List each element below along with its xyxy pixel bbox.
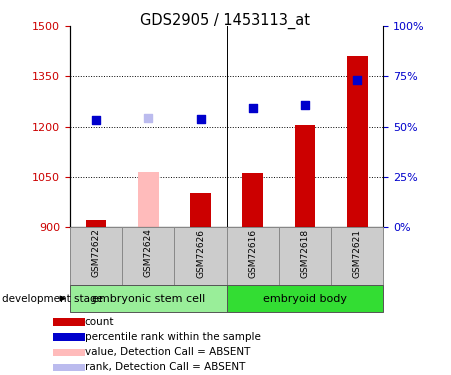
- Text: development stage: development stage: [2, 294, 103, 303]
- Bar: [190, 194, 211, 227]
- Text: GSM72622: GSM72622: [92, 229, 101, 278]
- Text: rank, Detection Call = ABSENT: rank, Detection Call = ABSENT: [85, 362, 245, 372]
- Bar: [53, 333, 85, 341]
- Point: [301, 102, 308, 108]
- Bar: [226, 285, 383, 312]
- Text: GSM72618: GSM72618: [300, 229, 309, 278]
- Bar: [86, 220, 106, 227]
- Bar: [53, 348, 85, 356]
- Text: GSM72621: GSM72621: [353, 229, 362, 278]
- Text: GSM72616: GSM72616: [248, 229, 257, 278]
- Text: embryonic stem cell: embryonic stem cell: [92, 294, 205, 303]
- Bar: [53, 318, 85, 326]
- Text: embryoid body: embryoid body: [263, 294, 347, 303]
- Text: count: count: [85, 316, 114, 327]
- Bar: [70, 227, 122, 285]
- Bar: [226, 227, 279, 285]
- Bar: [70, 285, 226, 312]
- Bar: [53, 364, 85, 372]
- Bar: [242, 173, 263, 227]
- Text: GSM72624: GSM72624: [144, 229, 153, 278]
- Bar: [138, 172, 159, 227]
- Point: [197, 116, 204, 122]
- Text: percentile rank within the sample: percentile rank within the sample: [85, 332, 261, 342]
- Point: [354, 77, 361, 83]
- Bar: [122, 227, 175, 285]
- Bar: [295, 125, 315, 227]
- Point: [92, 117, 100, 123]
- Text: GDS2905 / 1453113_at: GDS2905 / 1453113_at: [141, 13, 310, 29]
- Bar: [347, 56, 368, 227]
- Text: GSM72626: GSM72626: [196, 229, 205, 278]
- Bar: [279, 227, 331, 285]
- Point: [249, 105, 256, 111]
- Text: value, Detection Call = ABSENT: value, Detection Call = ABSENT: [85, 347, 250, 357]
- Bar: [175, 227, 226, 285]
- Bar: [331, 227, 383, 285]
- Point: [145, 115, 152, 121]
